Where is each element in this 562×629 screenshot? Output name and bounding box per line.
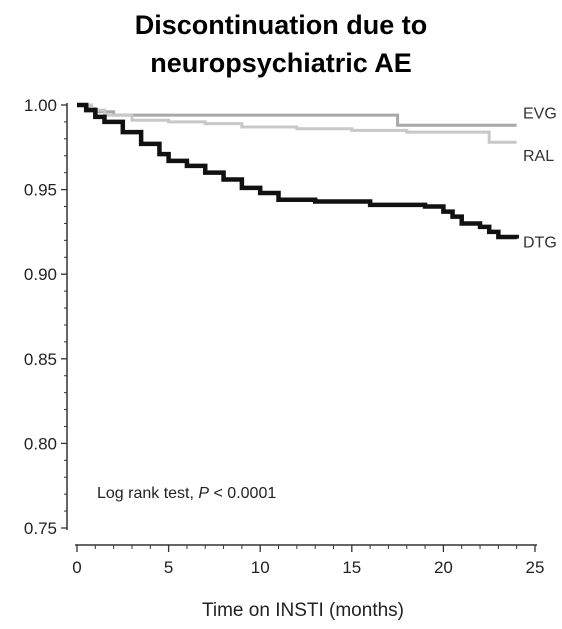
x-tick-label: 0 bbox=[72, 558, 81, 577]
x-tick-label: 20 bbox=[434, 558, 453, 577]
series-line-dtg bbox=[77, 102, 519, 240]
x-tick-label: 10 bbox=[251, 558, 270, 577]
series-line-ral bbox=[77, 103, 517, 144]
x-tick-label: 15 bbox=[342, 558, 361, 577]
labels-group: EVG RAL DTG bbox=[523, 105, 557, 251]
y-tick-label: 0.75 bbox=[24, 519, 57, 538]
x-axis-title: Time on INSTI (months) bbox=[202, 600, 404, 621]
series-label-evg: EVG bbox=[523, 105, 557, 122]
logrank-annotation: Log rank test, P < 0.0001 bbox=[97, 485, 276, 502]
chart-title: Discontinuation due to neuropsychiatric … bbox=[0, 6, 562, 82]
series-line-evg bbox=[77, 103, 517, 127]
x-tick-label: 25 bbox=[526, 558, 545, 577]
axes: 0.75 0.80 0.85 0.90 0.95 1.00 0 5 10 15 20 25 bbox=[24, 96, 545, 577]
y-tick-label: 0.80 bbox=[24, 434, 57, 453]
y-tick-label: 0.90 bbox=[24, 265, 57, 284]
y-tick-label: 0.85 bbox=[24, 350, 57, 369]
x-tick-label: 5 bbox=[164, 558, 173, 577]
series-label-ral: RAL bbox=[523, 148, 554, 165]
annotation-suffix: < 0.0001 bbox=[209, 485, 276, 502]
y-tick-label: 0.95 bbox=[24, 181, 57, 200]
chart-title-line-2: neuropsychiatric AE bbox=[150, 48, 412, 78]
y-tick-label: 1.00 bbox=[24, 96, 57, 115]
series-label-dtg: DTG bbox=[523, 235, 557, 252]
annotation-prefix: Log rank test, bbox=[97, 485, 198, 502]
series-group bbox=[77, 102, 519, 240]
annotation-p-symbol: P bbox=[198, 485, 209, 502]
chart-title-line-1: Discontinuation due to bbox=[134, 10, 428, 40]
